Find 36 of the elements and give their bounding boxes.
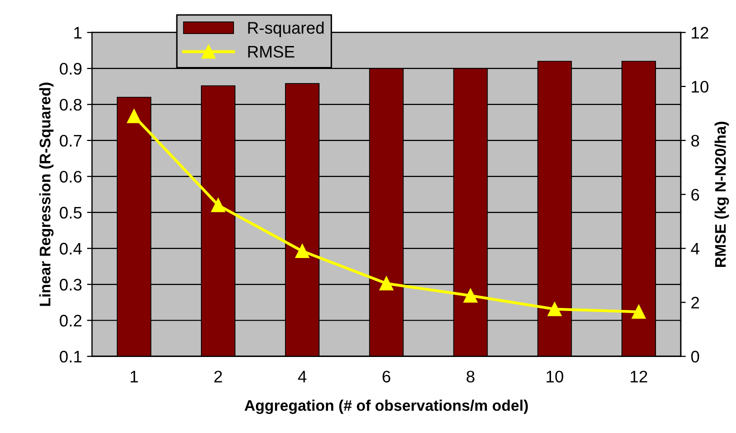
y-tick-label: 0.6 [60, 170, 82, 183]
point [632, 304, 646, 319]
legend-label: R-squared [248, 22, 324, 38]
point [295, 244, 310, 258]
y2-tick-label: 8 [691, 134, 700, 147]
x-tick-label: 2 [214, 370, 222, 382]
y2-axis-title: RMSE (kg N-N20/ha) [714, 122, 729, 267]
y2-tick-label: 12 [692, 26, 708, 39]
y2-tick-label: 6 [691, 188, 700, 201]
x-tick-label: 1 [130, 370, 138, 382]
legend-label: RMSE [248, 46, 294, 58]
x-tick-label: 4 [298, 370, 306, 382]
point [464, 288, 478, 303]
y-tick-label: 1 [74, 27, 82, 39]
y-tick-label: 0.4 [60, 242, 82, 255]
y-tick-label: 0.2 [60, 314, 82, 327]
y2-tick-label: 4 [690, 242, 700, 254]
x-axis-title: Aggregation (# of observations/m odel) [244, 400, 528, 414]
y-tick-label: 0.1 [60, 350, 82, 363]
x-tick-label: 6 [382, 370, 390, 382]
x-tick-label: 10 [546, 370, 564, 382]
point [379, 276, 394, 290]
y-tick-label: 0.3 [60, 278, 82, 291]
point [548, 302, 562, 316]
y-tick-label: 0.7 [60, 134, 82, 147]
y2-tick-label: 10 [692, 80, 708, 93]
point [211, 198, 226, 212]
x-tick-label: 12 [630, 370, 648, 382]
y-tick-label: 0.9 [60, 62, 82, 75]
x-tick-label: 8 [466, 370, 474, 382]
y-tick-label: 0.8 [60, 98, 82, 111]
y2-tick-label: 0 [691, 350, 700, 363]
y-axis-title: Linear Regression (R-Squared) [39, 82, 54, 306]
y-tick-label: 0.5 [60, 206, 82, 219]
y2-tick-label: 2 [691, 296, 699, 308]
point [127, 109, 141, 124]
